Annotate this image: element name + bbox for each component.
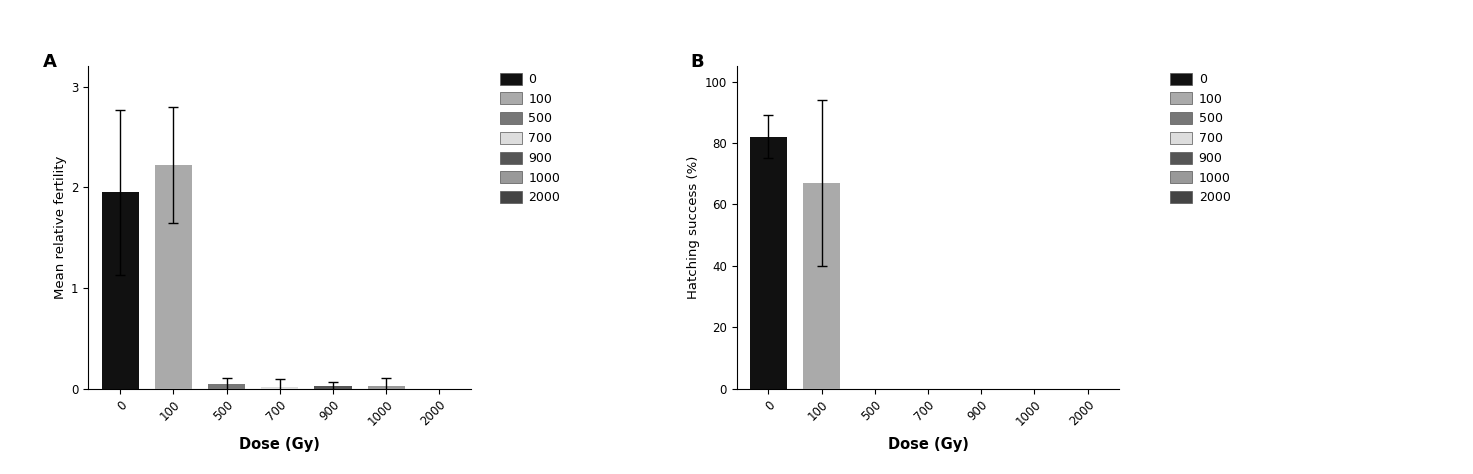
Bar xyxy=(208,383,246,389)
Y-axis label: Mean relative fertility: Mean relative fertility xyxy=(55,156,66,299)
Legend: 0, 100, 500, 700, 900, 1000, 2000: 0, 100, 500, 700, 900, 1000, 2000 xyxy=(499,73,560,204)
Bar xyxy=(803,183,840,389)
Bar xyxy=(368,386,405,389)
Bar xyxy=(102,192,138,389)
X-axis label: Dose (Gy): Dose (Gy) xyxy=(240,437,320,452)
X-axis label: Dose (Gy): Dose (Gy) xyxy=(888,437,968,452)
Bar xyxy=(261,387,299,389)
Bar xyxy=(314,386,352,389)
Legend: 0, 100, 500, 700, 900, 1000, 2000: 0, 100, 500, 700, 900, 1000, 2000 xyxy=(1170,73,1230,204)
Bar xyxy=(750,137,787,389)
Text: A: A xyxy=(43,54,56,72)
Bar xyxy=(155,165,191,389)
Y-axis label: Hatching success (%): Hatching success (%) xyxy=(688,156,700,299)
Text: B: B xyxy=(691,54,704,72)
